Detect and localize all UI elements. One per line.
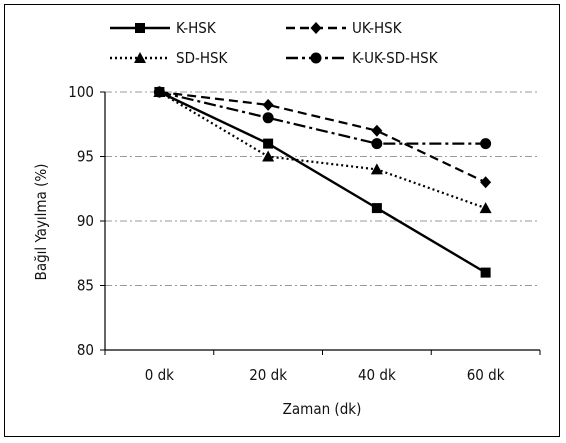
y-tick-labels: 80 85 90 95 100 (68, 83, 94, 359)
data-point (371, 203, 382, 214)
y-tick-label: 90 (77, 212, 94, 230)
legend-marker (135, 23, 145, 33)
x-tick-label: 20 dk (249, 366, 287, 384)
series-k-uk-sd-hsk (153, 86, 492, 150)
x-tick-label: 0 dk (145, 366, 174, 384)
legend-label: K-UK-SD-HSK (352, 49, 439, 67)
series-sd-hsk (153, 86, 492, 214)
legend-label: UK-HSK (352, 19, 403, 37)
legend-item: K-HSK (110, 19, 217, 37)
data-point (371, 124, 383, 137)
data-point (262, 112, 274, 124)
legend-item: K-UK-SD-HSK (286, 49, 439, 67)
legend-item: UK-HSK (286, 19, 403, 37)
data-point (480, 138, 492, 150)
y-tick-label: 95 (77, 148, 94, 166)
data-point (262, 150, 275, 162)
series-uk-hsk (153, 86, 492, 189)
y-axis-label: Bağıl Yayılma (%) (32, 164, 50, 281)
data-point (262, 98, 274, 111)
series-k-hsk (154, 87, 491, 278)
legend-marker (310, 22, 322, 34)
x-tick-label: 40 dk (358, 366, 396, 384)
series-line (159, 90, 487, 184)
legend-label: K-HSK (176, 19, 217, 37)
legend: K-HSK UK-HSK SD-HSK K-UK-SD-HSK (110, 19, 439, 67)
x-axis-label: Zaman (dk) (283, 400, 362, 418)
legend-label: SD-HSK (176, 49, 229, 67)
data-point (480, 267, 491, 278)
data-point (371, 138, 383, 150)
series-line (159, 90, 486, 145)
axes (104, 92, 540, 351)
data-point (263, 138, 274, 149)
data-point (153, 86, 165, 98)
gridlines (100, 91, 541, 355)
x-tick-label: 60 dk (467, 366, 505, 384)
data-point (479, 202, 492, 214)
series-lines (153, 86, 492, 278)
y-tick-label: 100 (68, 83, 94, 101)
data-point (480, 176, 492, 189)
legend-marker (134, 52, 146, 63)
legend-marker (310, 52, 322, 64)
series-line (158, 91, 486, 210)
series-line (158, 90, 487, 274)
y-tick-label: 80 (77, 341, 94, 359)
data-point (370, 163, 383, 175)
x-tick-labels: 0 dk 20 dk 40 dk 60 dk (145, 366, 505, 384)
legend-item: SD-HSK (110, 49, 229, 67)
y-tick-label: 85 (77, 277, 94, 295)
